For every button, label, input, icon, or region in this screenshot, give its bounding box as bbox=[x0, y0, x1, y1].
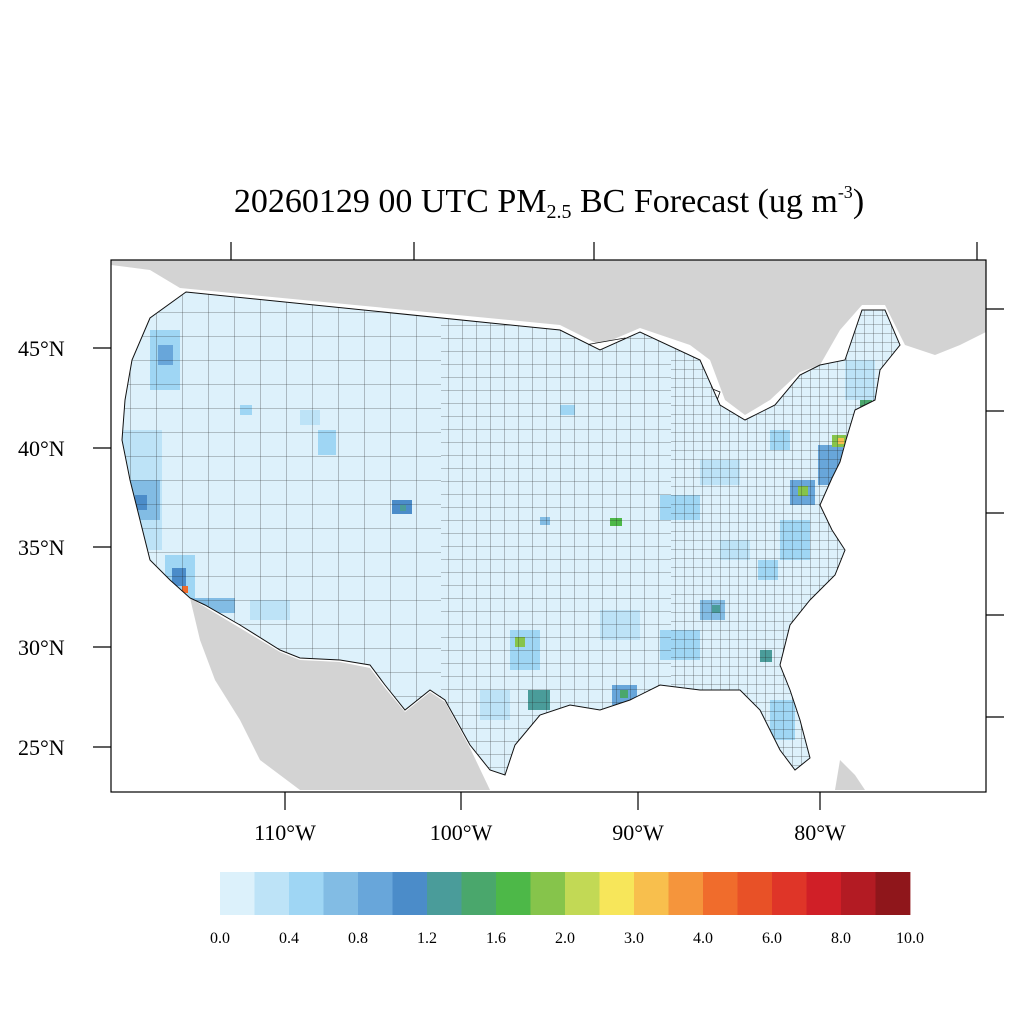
colorbar-swatch bbox=[599, 872, 635, 915]
colorbar-tick-label: 1.2 bbox=[417, 930, 437, 947]
colorbar-swatch bbox=[875, 872, 911, 915]
colorbar-swatch bbox=[806, 872, 842, 915]
colorbar-tick-label: 4.0 bbox=[693, 930, 713, 947]
lat-label-40: 40°N bbox=[18, 436, 65, 461]
colorbar-tick-label: 0.0 bbox=[210, 930, 230, 947]
colorbar bbox=[220, 872, 911, 915]
colorbar-tick-label: 0.4 bbox=[279, 930, 299, 947]
colorbar-tick-label: 10.0 bbox=[896, 930, 924, 947]
colorbar-tick-label: 3.0 bbox=[624, 930, 644, 947]
colorbar-tick-label: 2.0 bbox=[555, 930, 575, 947]
map-frame bbox=[110, 259, 987, 793]
colorbar-swatch bbox=[703, 872, 738, 915]
lat-label-30: 30°N bbox=[18, 635, 65, 660]
colorbar-tick-label: 0.8 bbox=[348, 930, 368, 947]
colorbar-swatch bbox=[634, 872, 669, 915]
colorbar-swatch bbox=[392, 872, 428, 915]
colorbar-swatch bbox=[530, 872, 566, 915]
colorbar-labels: 0.0 0.4 0.8 1.2 1.6 2.0 3.0 4.0 6.0 8.0 10.0 bbox=[210, 930, 924, 947]
colorbar-swatch bbox=[323, 872, 359, 915]
county-mesh-central bbox=[441, 292, 671, 775]
canada-land bbox=[111, 260, 986, 415]
colorbar-tick-label: 8.0 bbox=[831, 930, 851, 947]
colorbar-tick-label: 6.0 bbox=[762, 930, 782, 947]
longitude-labels: 110°W 100°W 90°W 80°W bbox=[254, 820, 846, 845]
right-ticks bbox=[986, 308, 1004, 718]
colorbar-swatch bbox=[841, 872, 876, 915]
colorbar-swatch bbox=[668, 872, 704, 915]
mexico-land bbox=[190, 598, 490, 790]
colorbar-swatch bbox=[565, 872, 600, 915]
colorbar-swatch bbox=[772, 872, 807, 915]
colorbar-swatch bbox=[496, 872, 531, 915]
lon-label-80w: 80°W bbox=[794, 820, 846, 845]
lat-label-25: 25°N bbox=[18, 735, 65, 760]
lat-label-45: 45°N bbox=[18, 336, 65, 361]
colorbar-swatch bbox=[358, 872, 393, 915]
colorbar-swatch bbox=[254, 872, 290, 915]
caribbean-land bbox=[835, 760, 865, 790]
colorbar-swatch bbox=[461, 872, 497, 915]
colorbar-tick-label: 1.6 bbox=[486, 930, 506, 947]
lat-label-35: 35°N bbox=[18, 535, 65, 560]
colorbar-swatch bbox=[737, 872, 773, 915]
lon-label-90w: 90°W bbox=[612, 820, 664, 845]
other-land bbox=[111, 260, 986, 790]
bottom-ticks bbox=[284, 792, 821, 810]
latitude-labels: 45°N 40°N 35°N 30°N 25°N bbox=[18, 336, 65, 760]
left-ticks bbox=[93, 347, 111, 748]
top-ticks bbox=[230, 242, 978, 260]
map-title: 20260129 00 UTC PM2.5 BC Forecast (ug m-… bbox=[233, 182, 865, 223]
title-subscript: 2.5 bbox=[546, 201, 572, 223]
lon-label-100w: 100°W bbox=[430, 820, 493, 845]
title-superscript: -3 bbox=[837, 182, 853, 202]
lon-label-110w: 110°W bbox=[254, 820, 316, 845]
conus-outline bbox=[121, 291, 901, 776]
map-plot-area bbox=[111, 260, 986, 792]
colorbar-swatch bbox=[220, 872, 255, 915]
colorbar-swatch bbox=[427, 872, 462, 915]
colorbar-swatch bbox=[289, 872, 324, 915]
